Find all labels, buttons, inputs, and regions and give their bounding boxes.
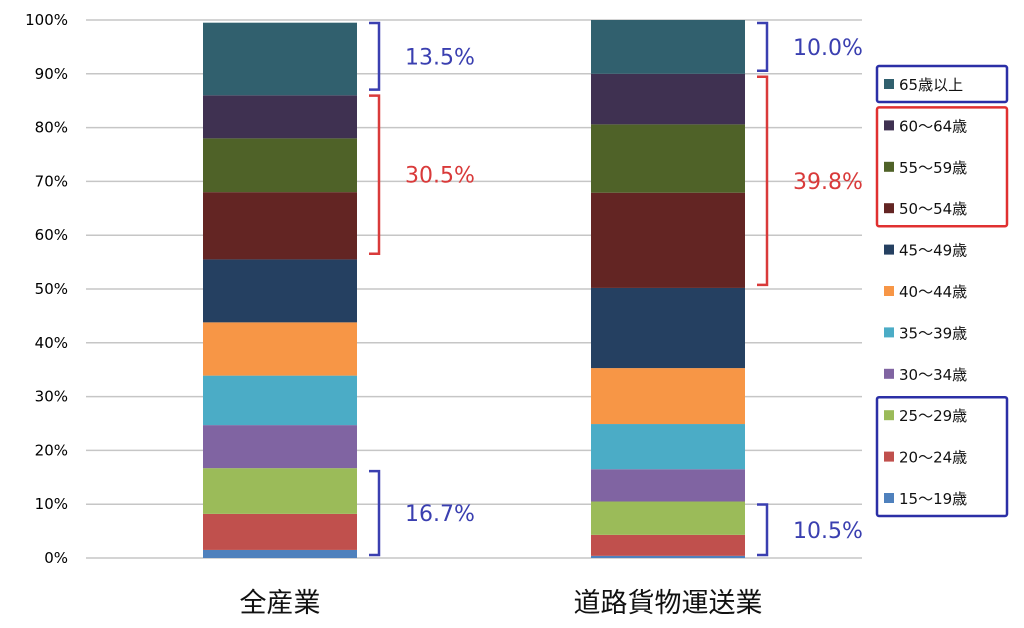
y-tick-label: 0% bbox=[44, 549, 68, 567]
legend-label: 20～24歳 bbox=[899, 449, 967, 467]
bars bbox=[203, 20, 745, 558]
bracket bbox=[757, 75, 769, 287]
legend-label: 25～29歳 bbox=[899, 407, 967, 425]
y-tick-label: 90% bbox=[35, 65, 68, 83]
annotation-label: 30.5% bbox=[405, 164, 475, 189]
y-tick-label: 10% bbox=[35, 495, 68, 513]
bar-segment bbox=[591, 124, 745, 193]
bar-segment bbox=[203, 468, 357, 514]
bar-segment bbox=[203, 192, 357, 260]
legend-label: 65歳以上 bbox=[899, 76, 963, 94]
legend-label: 40～44歳 bbox=[899, 283, 967, 301]
y-tick-label: 30% bbox=[35, 388, 68, 406]
bar-segment bbox=[203, 322, 357, 376]
legend-label: 50～54歳 bbox=[899, 200, 967, 218]
legend-swatch bbox=[884, 79, 894, 89]
bar-segment bbox=[591, 20, 745, 74]
bar-segment bbox=[591, 501, 745, 535]
legend-swatch bbox=[884, 327, 894, 338]
bar-segment bbox=[591, 368, 745, 425]
legend-swatch bbox=[884, 410, 894, 421]
bar-segment bbox=[203, 22, 357, 96]
legend-swatch bbox=[884, 203, 894, 214]
legend-group-box bbox=[875, 106, 1009, 228]
annotations: 13.5% 30.5% 16.7% 10.0% 39.8% 10.5% bbox=[369, 21, 863, 557]
legend-swatch bbox=[884, 493, 894, 503]
y-tick-label: 80% bbox=[35, 119, 68, 137]
legend-swatch bbox=[884, 368, 894, 379]
bar-segment bbox=[591, 287, 745, 369]
legend-label: 15～19歳 bbox=[899, 490, 967, 508]
annotation-label: 39.8% bbox=[793, 170, 863, 195]
bracket bbox=[369, 469, 381, 557]
bar-segment bbox=[203, 425, 357, 469]
bracket bbox=[369, 21, 381, 91]
bar-segment bbox=[203, 549, 357, 558]
bar-segment bbox=[591, 534, 745, 556]
annotation-label: 10.0% bbox=[793, 36, 863, 61]
legend-swatch bbox=[884, 120, 894, 131]
y-tick-label: 70% bbox=[35, 172, 68, 190]
bar-segment bbox=[591, 555, 745, 558]
annotation-label: 16.7% bbox=[405, 502, 475, 527]
bar-segment bbox=[203, 138, 357, 193]
bar-segment bbox=[591, 73, 745, 125]
legend: 15～19歳 20～24歳 25～29歳 30～34歳 35～39歳 40～44歳 45～4… bbox=[875, 64, 1009, 518]
legend-label: 45～49歳 bbox=[899, 242, 967, 260]
bar-segment bbox=[203, 95, 357, 139]
legend-swatch bbox=[884, 161, 894, 172]
y-tick-label: 60% bbox=[35, 226, 68, 244]
legend-swatch bbox=[884, 244, 894, 255]
category-label: 道路貨物運送業 bbox=[574, 588, 763, 619]
legend-label: 55～59歳 bbox=[899, 159, 967, 177]
y-tick-label: 40% bbox=[35, 334, 68, 352]
annotation-label: 13.5% bbox=[405, 45, 475, 70]
legend-label: 60～64歳 bbox=[899, 117, 967, 135]
y-tick-label: 20% bbox=[35, 441, 68, 459]
annotation-label: 10.5% bbox=[793, 519, 863, 544]
legend-swatch bbox=[884, 286, 894, 296]
legend-swatch bbox=[884, 451, 894, 462]
category-label: 全産業 bbox=[240, 588, 321, 619]
bar-segment bbox=[203, 259, 357, 323]
gridlines bbox=[86, 19, 862, 559]
legend-label: 30～34歳 bbox=[899, 366, 967, 384]
bracket bbox=[757, 21, 769, 73]
y-axis-ticks: 0% 10% 20% 30% 40% 50% 60% 70% 80% 90% 100% bbox=[25, 11, 68, 567]
legend-group-box bbox=[875, 395, 1009, 518]
bar-segment bbox=[591, 469, 745, 502]
y-tick-label: 50% bbox=[35, 280, 68, 298]
bar-segment bbox=[203, 513, 357, 550]
x-axis-categories: 全産業 道路貨物運送業 bbox=[240, 588, 763, 619]
y-tick-label: 100% bbox=[25, 11, 68, 29]
legend-label: 35～39歳 bbox=[899, 324, 967, 342]
legend-group-box bbox=[875, 64, 1009, 104]
bar-segment bbox=[203, 375, 357, 426]
bracket bbox=[757, 503, 769, 557]
bar-segment bbox=[591, 424, 745, 470]
bar-segment bbox=[591, 192, 745, 288]
bracket bbox=[369, 94, 381, 255]
